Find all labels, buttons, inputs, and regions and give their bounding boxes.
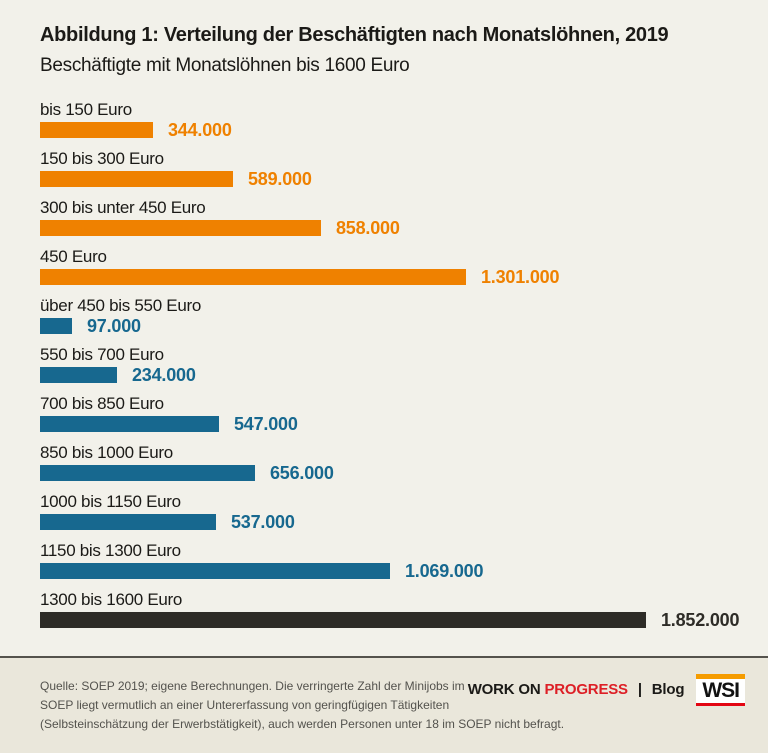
- brand-separator: |: [637, 681, 642, 698]
- brand-text: WORK ON PROGRESS | Blog: [468, 674, 685, 698]
- brand-blog: Blog: [651, 681, 685, 698]
- chart-row: 550 bis 700 Euro 234.000: [40, 345, 745, 385]
- value-label: 344.000: [168, 119, 232, 140]
- category-label: 1150 bis 1300 Euro: [40, 541, 181, 560]
- bar: [40, 171, 233, 187]
- bar: [40, 514, 216, 530]
- bar: [40, 220, 321, 236]
- bar: [40, 416, 219, 432]
- wsi-logo-text: WSI: [702, 679, 740, 702]
- footer: Quelle: SOEP 2019; eigene Berechnungen. …: [0, 656, 768, 753]
- chart-row: über 450 bis 550 Euro 97.000: [40, 296, 745, 336]
- source-line: (Selbsteinschätzung der Erwerbstätigkeit…: [40, 717, 565, 731]
- bar-line: 234.000: [40, 364, 745, 385]
- value-label: 589.000: [248, 168, 312, 189]
- value-label: 1.301.000: [481, 266, 560, 287]
- value-label: 656.000: [270, 462, 334, 483]
- chart-row: 1150 bis 1300 Euro 1.069.000: [40, 541, 745, 581]
- category-label: 450 Euro: [40, 247, 107, 266]
- chart-row: 300 bis unter 450 Euro 858.000: [40, 198, 745, 238]
- chart-row: 1300 bis 1600 Euro 1.852.000: [40, 590, 745, 630]
- chart-content: Abbildung 1: Verteilung der Beschäftigte…: [40, 24, 745, 630]
- chart-row: 850 bis 1000 Euro 656.000: [40, 443, 745, 483]
- bar-line: 547.000: [40, 413, 745, 434]
- chart-row: 700 bis 850 Euro 547.000: [40, 394, 745, 434]
- bar: [40, 612, 646, 628]
- chart-subtitle: Beschäftigte mit Monatslöhnen bis 1600 E…: [40, 55, 410, 76]
- value-label: 234.000: [132, 364, 196, 385]
- bar: [40, 367, 117, 383]
- bar: [40, 269, 466, 285]
- bar: [40, 122, 153, 138]
- category-label: 700 bis 850 Euro: [40, 394, 164, 413]
- bar: [40, 563, 390, 579]
- source-note: Quelle: SOEP 2019; eigene Berechnungen. …: [40, 677, 745, 734]
- category-label: 550 bis 700 Euro: [40, 345, 164, 364]
- brand-block: WORK ON PROGRESS | Blog WSI: [468, 674, 745, 706]
- bar-line: 344.000: [40, 119, 745, 140]
- bar-line: 589.000: [40, 168, 745, 189]
- bar-chart: bis 150 Euro 344.000 150 bis 300 Euro 58…: [40, 100, 745, 630]
- source-line: SOEP liegt vermutlich an einer Untererfa…: [40, 698, 450, 712]
- value-label: 97.000: [87, 315, 141, 336]
- value-label: 858.000: [336, 217, 400, 238]
- value-label: 537.000: [231, 511, 295, 532]
- category-label: 1000 bis 1150 Euro: [40, 492, 181, 511]
- bar-line: 1.852.000: [40, 609, 745, 630]
- bar-line: 858.000: [40, 217, 745, 238]
- bar-line: 97.000: [40, 315, 745, 336]
- category-label: 850 bis 1000 Euro: [40, 443, 173, 462]
- bar: [40, 465, 255, 481]
- category-label: 300 bis unter 450 Euro: [40, 198, 206, 217]
- category-label: über 450 bis 550 Euro: [40, 296, 201, 315]
- bar-line: 537.000: [40, 511, 745, 532]
- chart-title: Abbildung 1: Verteilung der Beschäftigte…: [40, 24, 669, 46]
- value-label: 1.852.000: [661, 609, 740, 630]
- value-label: 1.069.000: [405, 560, 484, 581]
- category-label: bis 150 Euro: [40, 100, 132, 119]
- source-line: Quelle: SOEP 2019; eigene Berechnungen. …: [40, 679, 465, 693]
- brand-progress: PROGRESS: [544, 681, 628, 698]
- chart-row: 150 bis 300 Euro 589.000: [40, 149, 745, 189]
- chart-row: bis 150 Euro 344.000: [40, 100, 745, 140]
- category-label: 150 bis 300 Euro: [40, 149, 164, 168]
- brand-work-on: WORK ON: [467, 681, 541, 698]
- chart-row: 1000 bis 1150 Euro 537.000: [40, 492, 745, 532]
- category-label: 1300 bis 1600 Euro: [40, 590, 183, 609]
- bar-line: 1.069.000: [40, 560, 745, 581]
- value-label: 547.000: [234, 413, 298, 434]
- bar-line: 1.301.000: [40, 266, 745, 287]
- bar: [40, 318, 72, 334]
- chart-row: 450 Euro 1.301.000: [40, 247, 745, 287]
- bar-line: 656.000: [40, 462, 745, 483]
- wsi-logo: WSI: [696, 674, 745, 706]
